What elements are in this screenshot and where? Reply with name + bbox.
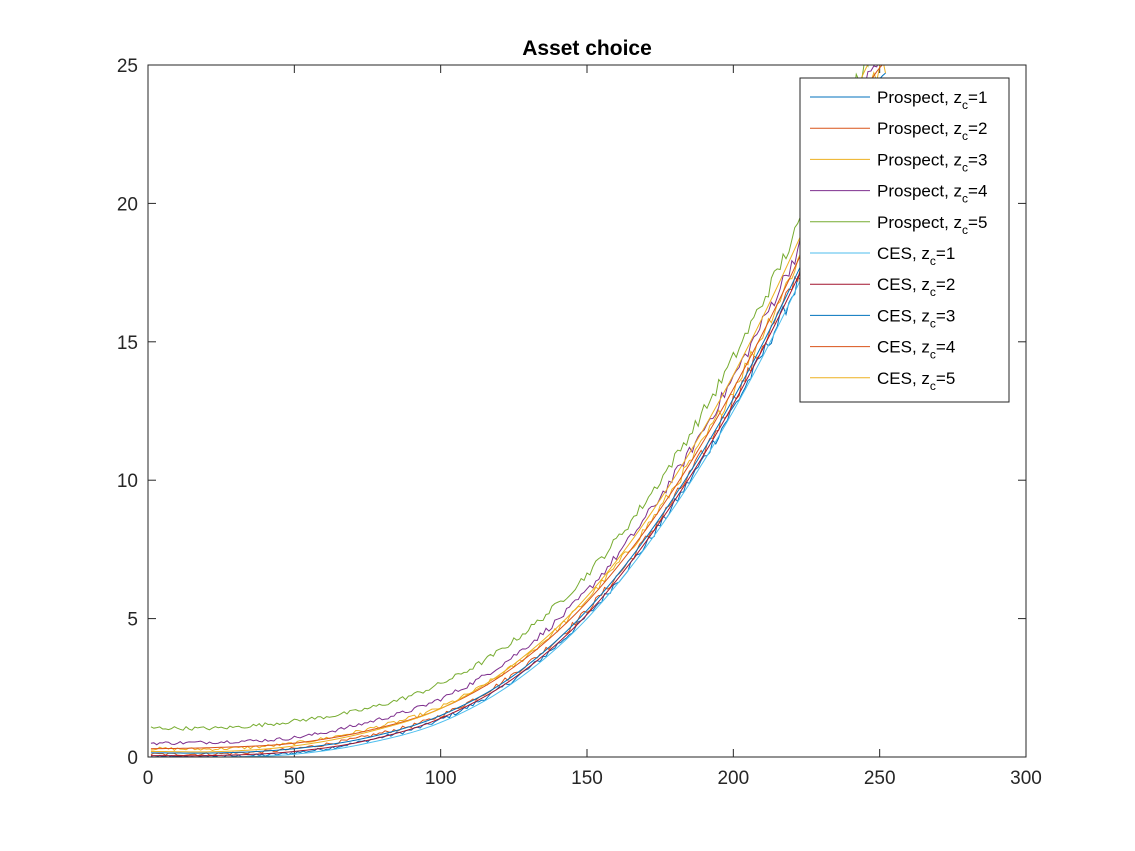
x-tick-label: 250 xyxy=(864,768,896,789)
legend-entry-value: =2 xyxy=(968,119,987,138)
legend-entry-label: CES, z xyxy=(877,244,930,263)
series-line-5 xyxy=(150,65,869,731)
legend-entry-subscript: c xyxy=(930,379,936,393)
legend-entry: CES, zc=2 xyxy=(877,275,955,299)
legend-entry-label: Prospect, z xyxy=(877,213,962,232)
legend-entry-value: =4 xyxy=(936,338,955,357)
legend-entry: Prospect, zc=4 xyxy=(877,182,987,206)
y-tick-label: 10 xyxy=(117,471,138,492)
legend-entry: CES, zc=4 xyxy=(877,338,955,362)
legend-entry: CES, zc=5 xyxy=(877,369,955,393)
legend-entry-label: Prospect, z xyxy=(877,150,962,169)
legend-entry: CES, zc=3 xyxy=(877,306,955,330)
plot-area-frame xyxy=(147,64,1027,758)
series-line-10 xyxy=(150,65,869,753)
chart-title: Asset choice xyxy=(522,37,652,60)
legend-entry: Prospect, zc=2 xyxy=(877,119,987,143)
legend-entry-label: CES, z xyxy=(877,369,930,388)
series-line-9 xyxy=(150,65,883,750)
x-tick-label: 50 xyxy=(284,768,305,789)
legend-entry-label: Prospect, z xyxy=(877,182,962,201)
legend-entry-subscript: c xyxy=(930,254,936,268)
legend-entry-label: Prospect, z xyxy=(877,88,962,107)
legend-entry-label: CES, z xyxy=(877,275,930,294)
series-layer xyxy=(150,65,887,757)
legend-entry: Prospect, zc=5 xyxy=(877,213,987,237)
legend-entry-subscript: c xyxy=(962,98,968,112)
legend-box xyxy=(799,77,1010,403)
legend-entry-value: =3 xyxy=(936,306,955,325)
y-tick-label: 5 xyxy=(127,610,138,631)
x-tick-label: 100 xyxy=(425,768,457,789)
legend-entry-subscript: c xyxy=(962,223,968,237)
y-tick-label: 20 xyxy=(117,194,138,215)
legend-entry-value: =2 xyxy=(936,275,955,294)
legend-entry-label: Prospect, z xyxy=(877,119,962,138)
series-line-6 xyxy=(150,89,886,757)
y-tick-label: 15 xyxy=(117,333,138,354)
y-tick-label: 0 xyxy=(127,748,138,769)
axis-ticks: 0 50 100 150 200 250 300 0 5 10 15 20 25 xyxy=(117,56,1042,789)
x-tick-label: 0 xyxy=(143,768,154,789)
legend-entry-subscript: c xyxy=(962,160,968,174)
legend-entry-value: =5 xyxy=(968,213,987,232)
legend-entry-subscript: c xyxy=(930,285,936,299)
legend-entry-value: =3 xyxy=(968,150,987,169)
legend-entry-value: =4 xyxy=(968,182,987,201)
x-tick-label: 300 xyxy=(1010,768,1042,789)
legend-entry-subscript: c xyxy=(930,316,936,330)
legend-entry-subscript: c xyxy=(930,348,936,362)
y-tick-label: 25 xyxy=(117,56,138,77)
x-tick-label: 150 xyxy=(571,768,603,789)
series-line-8 xyxy=(150,72,886,754)
legend-entry-subscript: c xyxy=(962,129,968,143)
legend-entry: CES, zc=1 xyxy=(877,244,955,268)
legend-entry-value: =1 xyxy=(936,244,955,263)
series-line-7 xyxy=(150,81,886,757)
legend-entry-label: CES, z xyxy=(877,306,930,325)
legend-entry-label: CES, z xyxy=(877,338,930,357)
legend-entry: Prospect, zc=3 xyxy=(877,150,987,174)
legend-entry-subscript: c xyxy=(962,192,968,206)
legend-entry-value: =1 xyxy=(968,88,987,107)
legend-entry-value: =5 xyxy=(936,369,955,388)
x-tick-label: 200 xyxy=(717,768,749,789)
legend-entry: Prospect, zc=1 xyxy=(877,88,987,112)
